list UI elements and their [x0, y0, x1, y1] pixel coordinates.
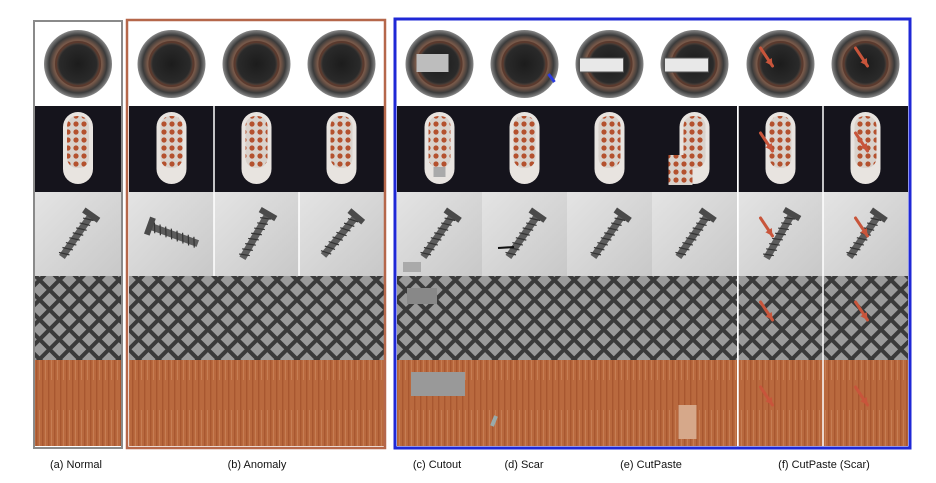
cell-wood-scar-5	[482, 360, 567, 446]
cell-grid-cutout-4	[397, 276, 482, 360]
grid-image	[129, 276, 214, 360]
cell-wood-anomaly-1	[129, 360, 214, 446]
caption-cutpaste: (e) CutPaste	[620, 459, 682, 471]
wood-image	[567, 360, 652, 446]
cell-toothbrush-anomaly-1	[129, 106, 214, 192]
screw-image	[58, 207, 101, 259]
augmentation-frame	[393, 17, 912, 450]
screw-image	[675, 207, 717, 259]
cell-screw-scar-5	[482, 192, 567, 276]
cell-bottle-cutpaste-6	[567, 22, 652, 106]
screw-image	[763, 206, 802, 260]
wood-image	[214, 360, 299, 446]
wood-image	[129, 360, 214, 446]
bottle-image	[222, 30, 291, 98]
screw-image	[320, 208, 366, 258]
cell-bottle-anomaly-2	[214, 22, 299, 106]
cell-screw-cutpaste-7	[652, 192, 737, 276]
screw-image	[239, 206, 278, 260]
bottle-image	[44, 30, 112, 98]
cell-screw-anomaly-3	[299, 192, 384, 276]
cell-bottle-anomaly-1	[129, 22, 214, 106]
cell-toothbrush-scar-5	[482, 106, 567, 192]
normal-frame	[33, 20, 123, 449]
cell-wood-cutpaste-scar-9	[823, 360, 908, 446]
grid-image	[652, 276, 737, 360]
cell-wood-anomaly-2	[214, 360, 299, 446]
caption-anomaly: (b) Anomaly	[227, 459, 287, 471]
cell-toothbrush-normal-0	[35, 106, 121, 192]
screw-image	[846, 207, 888, 259]
cell-screw-anomaly-1	[129, 192, 214, 276]
cell-screw-cutpaste-scar-8	[738, 192, 823, 276]
cell-wood-cutpaste-7	[652, 360, 737, 446]
bottle-image	[490, 30, 559, 98]
toothbrush-image	[769, 116, 792, 168]
toothbrush-image	[513, 116, 536, 168]
grid-image	[482, 276, 567, 360]
caption-cutpaste-scar: (f) CutPaste (Scar)	[778, 459, 870, 471]
toothbrush-image	[330, 116, 353, 168]
cell-grid-cutpaste-6	[567, 276, 652, 360]
cell-toothbrush-anomaly-2	[214, 106, 299, 192]
cell-bottle-cutout-4	[397, 22, 482, 106]
cell-toothbrush-cutpaste-6	[567, 106, 652, 192]
cell-grid-scar-5	[482, 276, 567, 360]
cell-bottle-cutpaste-scar-8	[738, 22, 823, 106]
cell-wood-cutpaste-6	[567, 360, 652, 446]
bottle-image	[746, 30, 815, 98]
cell-bottle-anomaly-3	[299, 22, 384, 106]
screw-image	[143, 216, 200, 248]
cell-grid-cutpaste-scar-9	[823, 276, 908, 360]
cell-wood-anomaly-3	[299, 360, 384, 446]
toothbrush-image	[854, 116, 877, 168]
caption-cutout: (c) Cutout	[412, 459, 462, 471]
cell-screw-normal-0	[35, 192, 121, 276]
cell-screw-cutpaste-6	[567, 192, 652, 276]
grid-image	[214, 276, 299, 360]
cell-grid-cutpaste-scar-8	[738, 276, 823, 360]
toothbrush-image	[245, 116, 268, 168]
cell-grid-normal-0	[35, 276, 121, 360]
cell-wood-cutout-4	[397, 360, 482, 446]
cell-bottle-cutpaste-7	[652, 22, 737, 106]
cell-screw-anomaly-2	[214, 192, 299, 276]
wood-image	[738, 360, 823, 446]
toothbrush-image	[160, 116, 183, 168]
screw-image	[590, 207, 632, 259]
cell-toothbrush-cutpaste-scar-8	[738, 106, 823, 192]
cell-toothbrush-cutpaste-7	[652, 106, 737, 192]
cell-grid-anomaly-1	[129, 276, 214, 360]
bottle-image	[307, 30, 376, 98]
cell-toothbrush-anomaly-3	[299, 106, 384, 192]
caption-scar: (d) Scar	[504, 459, 544, 471]
anomaly-frame	[125, 18, 387, 450]
toothbrush-image	[67, 116, 89, 168]
cell-toothbrush-cutout-4	[397, 106, 482, 192]
grid-image	[567, 276, 652, 360]
cell-bottle-cutpaste-scar-9	[823, 22, 908, 106]
cell-grid-cutpaste-7	[652, 276, 737, 360]
cell-grid-anomaly-3	[299, 276, 384, 360]
grid-image	[738, 276, 823, 360]
bottle-image	[137, 30, 206, 98]
cell-bottle-normal-0	[35, 22, 121, 106]
cell-bottle-scar-5	[482, 22, 567, 106]
cell-grid-anomaly-2	[214, 276, 299, 360]
caption-normal: (a) Normal	[50, 459, 102, 471]
cell-wood-cutpaste-scar-8	[738, 360, 823, 446]
toothbrush-image	[428, 116, 451, 168]
cell-screw-cutpaste-scar-9	[823, 192, 908, 276]
cell-wood-normal-0	[35, 360, 121, 446]
grid-image	[299, 276, 384, 360]
wood-image	[299, 360, 384, 446]
screw-image	[420, 207, 462, 259]
wood-image	[482, 360, 567, 446]
cell-toothbrush-cutpaste-scar-9	[823, 106, 908, 192]
cell-screw-cutout-4	[397, 192, 482, 276]
toothbrush-image	[598, 116, 621, 168]
grid-image	[35, 276, 121, 360]
wood-image	[35, 360, 121, 446]
